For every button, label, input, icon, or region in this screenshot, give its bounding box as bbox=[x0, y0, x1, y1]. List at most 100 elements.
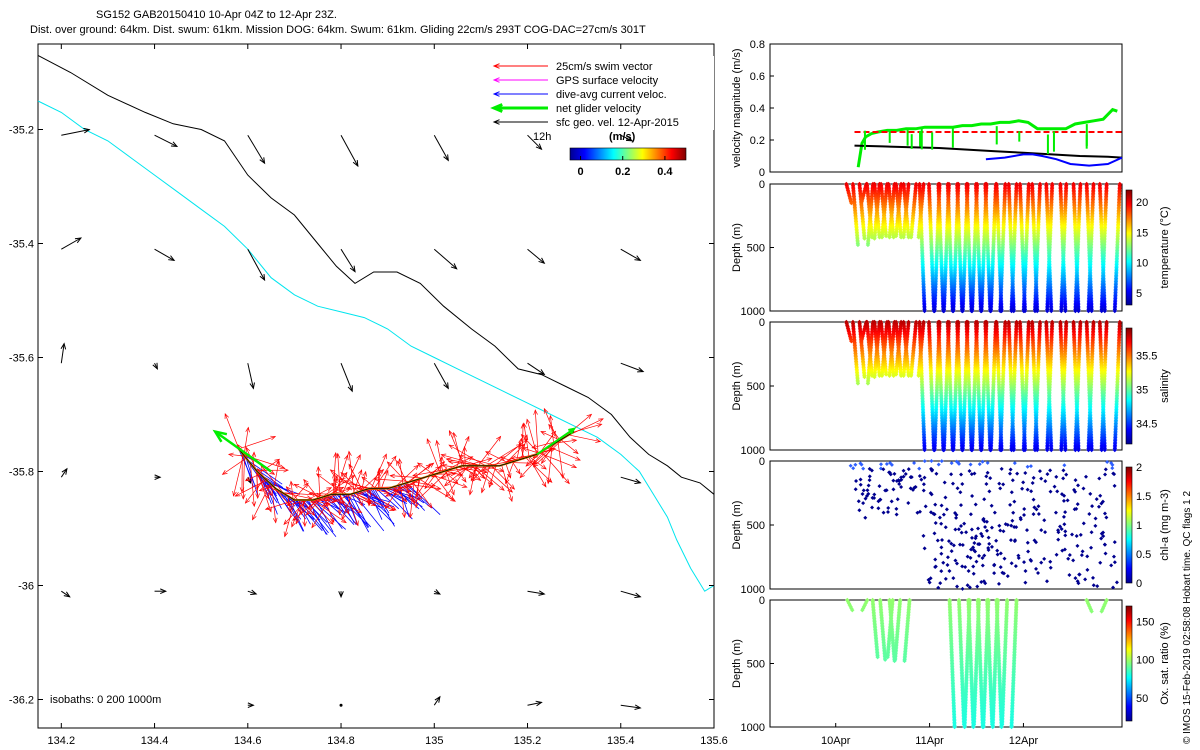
map-axes-box bbox=[37, 43, 715, 729]
data-point bbox=[1073, 308, 1078, 314]
swim-vector-arrow bbox=[238, 435, 277, 450]
swim-vector-arrow bbox=[433, 474, 454, 502]
swim-vector-arrow bbox=[254, 468, 270, 500]
swim-vector-arrow bbox=[504, 443, 526, 465]
swim-vector-arrow bbox=[325, 495, 363, 513]
swim-vector-arrow bbox=[471, 465, 486, 482]
swim-vector-arrow bbox=[258, 458, 281, 474]
data-point bbox=[877, 235, 882, 240]
map-ytick-label: -35.4 bbox=[9, 239, 34, 251]
map-ytick-label: -36 bbox=[18, 581, 34, 593]
isobath-1000m-line bbox=[37, 100, 715, 592]
net-velocity-arrow bbox=[212, 429, 272, 473]
swim-vector-arrow bbox=[414, 479, 420, 509]
swim-vector-arrow bbox=[494, 438, 529, 467]
swim-vector-arrow bbox=[347, 450, 355, 494]
swim-vector-arrow bbox=[474, 465, 505, 491]
map-xtick-label: 135.6 bbox=[700, 735, 728, 747]
legend-sample-3 bbox=[490, 103, 548, 113]
swim-vector-arrow bbox=[491, 465, 516, 490]
swim-vector-arrow bbox=[568, 434, 602, 443]
data-point bbox=[865, 242, 871, 248]
ytick-label: 1000 bbox=[741, 306, 765, 318]
swim-vector-arrow bbox=[353, 492, 395, 511]
geo-vector-arrow bbox=[247, 363, 255, 390]
ytick-label: 0 bbox=[759, 167, 765, 179]
data-point bbox=[922, 308, 927, 314]
swim-vector-arrow bbox=[302, 499, 307, 528]
data-point bbox=[950, 308, 955, 314]
geo-vector-arrow bbox=[527, 362, 546, 376]
data-point bbox=[1063, 308, 1068, 314]
geo-vector-arrow bbox=[61, 237, 83, 250]
geo-vector-arrow bbox=[527, 134, 543, 151]
colorbar-label: temperature (°C) bbox=[1159, 206, 1171, 288]
swim-vector-arrow bbox=[512, 461, 521, 475]
swim-vector-arrow bbox=[335, 452, 341, 495]
swim-vector-arrow bbox=[435, 439, 444, 472]
geo-vector-arrow bbox=[620, 704, 642, 711]
data-point bbox=[999, 308, 1004, 314]
geo-vector-arrow bbox=[620, 590, 642, 599]
geo-vector-arrow bbox=[340, 363, 353, 393]
data-point bbox=[988, 308, 993, 314]
data-point bbox=[1045, 308, 1050, 314]
data-point bbox=[1089, 308, 1094, 314]
swim-vector-arrow bbox=[224, 413, 240, 450]
geo-vector-arrow bbox=[433, 589, 442, 595]
geo-vector-arrow bbox=[433, 695, 441, 706]
swim-vector-arrow bbox=[283, 499, 296, 538]
data-point bbox=[1049, 308, 1054, 314]
legend-sample-1 bbox=[492, 77, 548, 83]
figure-title-line2: Dist. over ground: 64km. Dist. swum: 61k… bbox=[30, 24, 646, 36]
data-point bbox=[879, 235, 885, 240]
colorbar-tick-label: 5 bbox=[1136, 288, 1142, 300]
swim-vector-arrow bbox=[326, 495, 346, 503]
swim-vector-arrow bbox=[485, 451, 509, 464]
swim-vector-arrow bbox=[480, 465, 491, 494]
geo-vector-arrow bbox=[620, 134, 634, 142]
geo-vector-arrow bbox=[154, 474, 162, 480]
figure-title-line1: SG152 GAB20150410 10-Apr 04Z to 12-Apr 2… bbox=[96, 9, 337, 21]
geo-vector-arrow bbox=[154, 248, 176, 262]
swim-vector-arrow bbox=[472, 465, 486, 480]
swim-vector-arrow bbox=[361, 476, 377, 489]
swim-vector-arrow bbox=[396, 459, 408, 483]
colorbar-tick-label: 15 bbox=[1136, 227, 1148, 239]
swim-vector-arrow bbox=[245, 446, 258, 472]
swim-vector-arrow bbox=[405, 482, 412, 499]
swim-vector-arrow bbox=[415, 475, 431, 498]
swim-vector-arrow bbox=[311, 494, 334, 529]
ytick-label: 0 bbox=[759, 179, 765, 191]
map-xtick-label: 135.2 bbox=[514, 735, 542, 747]
swim-vector-arrow bbox=[426, 438, 441, 473]
swim-vector-arrow bbox=[316, 466, 321, 498]
swim-vector-arrow bbox=[445, 465, 469, 498]
ytick-label: 0 bbox=[759, 317, 765, 329]
geo-vector-arrow bbox=[247, 248, 266, 282]
swim-vector-arrow bbox=[337, 494, 343, 516]
colorbar-unit-label: (m/s) bbox=[609, 131, 636, 143]
swim-vector-arrow bbox=[448, 444, 486, 467]
colorbar-tick-label: 0.4 bbox=[657, 166, 673, 178]
swim-vector-arrow bbox=[256, 467, 289, 473]
swim-vector-arrow bbox=[505, 461, 515, 485]
swim-vector-arrow bbox=[458, 454, 498, 467]
ylabel: velocity magnitude (m/s) bbox=[731, 48, 743, 167]
swim-vector-arrow bbox=[403, 483, 414, 503]
swim-vector-arrow bbox=[249, 463, 257, 508]
swim-vector-arrow bbox=[440, 465, 472, 479]
swim-vector-arrow bbox=[424, 473, 437, 490]
data-point bbox=[887, 235, 892, 240]
swim-vector-arrow bbox=[373, 476, 411, 482]
data-point bbox=[891, 235, 896, 240]
ytick-label: 0.8 bbox=[750, 39, 765, 51]
swim-vector-arrow bbox=[227, 452, 245, 458]
data-point bbox=[1032, 308, 1038, 314]
map-xtick-label: 134.8 bbox=[327, 735, 355, 747]
geo-vector-arrow bbox=[620, 248, 642, 262]
